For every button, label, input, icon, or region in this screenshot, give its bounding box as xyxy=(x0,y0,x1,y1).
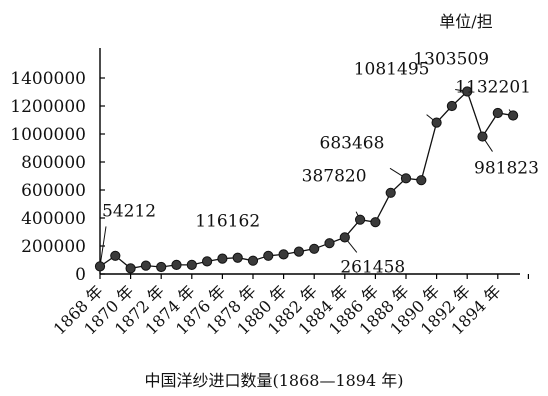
data-label: 116162 xyxy=(195,212,260,232)
y-tick-label: 400000 xyxy=(21,209,86,229)
y-tick-label: 800000 xyxy=(21,153,86,173)
data-point xyxy=(355,214,366,225)
data-point xyxy=(309,243,320,254)
data-point xyxy=(171,259,182,270)
data-point xyxy=(278,249,289,260)
data-point xyxy=(477,131,488,142)
data-label: 1303509 xyxy=(413,50,489,70)
data-point xyxy=(416,175,427,186)
data-label: 683468 xyxy=(320,133,385,153)
data-point xyxy=(431,117,442,128)
y-tick-label: 1400000 xyxy=(10,69,86,89)
data-point xyxy=(400,173,412,184)
data-point xyxy=(263,250,274,261)
unit-label: 单位/担 xyxy=(439,12,492,31)
data-point xyxy=(247,255,259,266)
data-point xyxy=(339,232,350,243)
y-tick-label: 600000 xyxy=(21,181,86,201)
data-point xyxy=(293,246,304,257)
data-point xyxy=(156,261,167,273)
data-point xyxy=(110,250,121,261)
data-point xyxy=(385,187,396,198)
data-point xyxy=(217,253,228,264)
data-point xyxy=(202,256,213,267)
series-group xyxy=(94,86,519,274)
data-point xyxy=(324,238,335,249)
data-label: 54212 xyxy=(102,201,156,221)
data-point xyxy=(507,110,519,121)
data-point xyxy=(492,107,503,119)
y-axis-ticks: 0 200000 400000 600000 800000 1000000 1200000 1… xyxy=(10,69,105,285)
data-point xyxy=(462,86,473,97)
data-point xyxy=(94,261,106,272)
y-tick-label: 1000000 xyxy=(10,125,86,145)
data-label: 261458 xyxy=(340,257,405,277)
data-point xyxy=(125,263,136,274)
data-label: 387820 xyxy=(302,167,367,187)
data-point xyxy=(140,260,151,271)
data-point xyxy=(446,100,457,112)
y-tick-label: 1200000 xyxy=(10,97,86,117)
data-point xyxy=(232,252,243,263)
annotation-labels: 54212 116162 387820 261458 683468 10814951303… xyxy=(102,50,539,278)
data-label: 981823 xyxy=(474,159,539,179)
data-label: 1081495 xyxy=(354,60,430,80)
data-label: 1132201 xyxy=(455,77,531,97)
chart-caption: 中国洋纱进口数量(1868—1894 年) xyxy=(144,371,403,390)
y-tick-label: 200000 xyxy=(21,237,86,257)
y-tick-label: 0 xyxy=(75,265,86,285)
chart-axes xyxy=(99,48,520,275)
leader-line xyxy=(99,226,107,267)
data-point xyxy=(186,259,197,270)
data-point xyxy=(370,217,381,228)
series-line xyxy=(99,90,514,270)
